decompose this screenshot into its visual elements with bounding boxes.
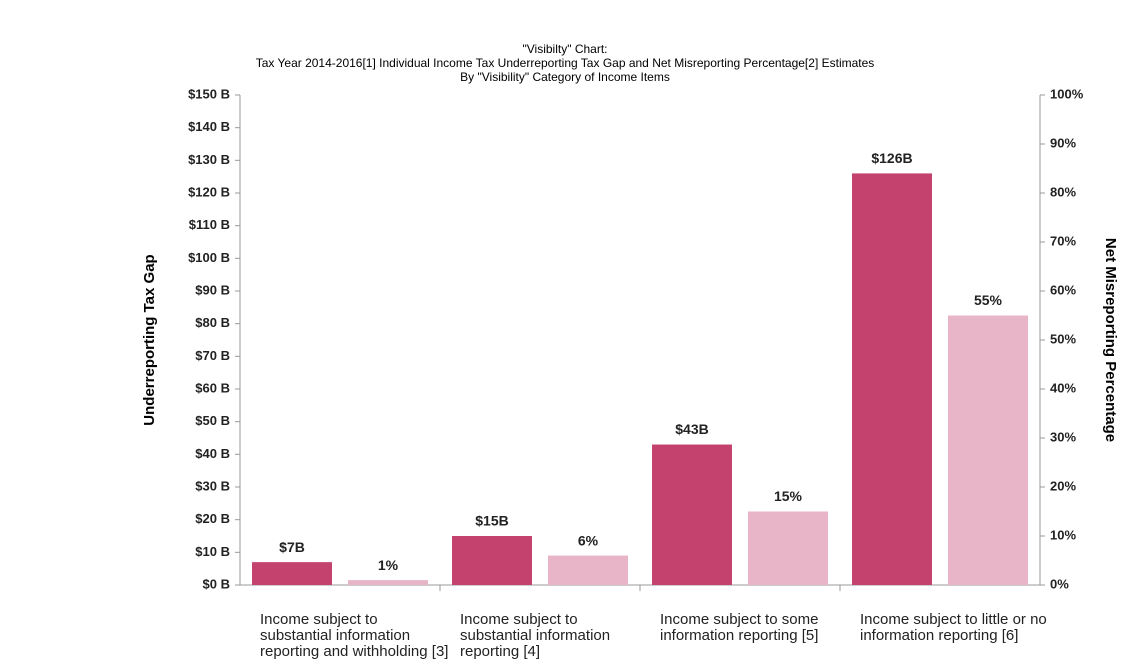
y-tick-label: $10 B	[195, 544, 230, 559]
y2-tick-label: 100%	[1050, 86, 1084, 101]
y2-tick-label: 90%	[1050, 135, 1076, 150]
bar	[252, 562, 332, 585]
y2-tick-label: 80%	[1050, 184, 1076, 199]
y-tick-label: $150 B	[188, 86, 230, 101]
y-axis-title: Underreporting Tax Gap	[141, 254, 158, 425]
y-tick-label: $120 B	[188, 184, 230, 199]
chart-subtitle: By "Visibility" Category of Income Items	[460, 70, 670, 84]
y-tick-label: $90 B	[195, 282, 230, 297]
data-label: $126B	[871, 150, 912, 166]
y-tick-label: $30 B	[195, 478, 230, 493]
y-tick-label: $60 B	[195, 380, 230, 395]
y-tick-label: $40 B	[195, 446, 230, 461]
x-tick-label: Income subject to substantial informatio…	[460, 611, 611, 660]
y-tick-label: $110 B	[189, 217, 230, 232]
x-tick-label: Income subject to some information repor…	[660, 611, 819, 644]
y-tick-label: $70 B	[195, 348, 230, 363]
data-label: 1%	[378, 557, 399, 573]
x-tick-label: Income subject to little or no informati…	[860, 611, 1047, 644]
y2-tick-label: 70%	[1050, 233, 1076, 248]
data-label: 15%	[774, 488, 803, 504]
y-tick-label: $0 B	[203, 576, 230, 591]
bar	[452, 536, 532, 585]
data-label: $15B	[475, 513, 508, 529]
y-tick-label: $50 B	[195, 413, 230, 428]
bar	[948, 315, 1028, 585]
bar	[852, 173, 932, 585]
chart-title: "Visibilty" Chart:	[523, 42, 608, 56]
data-label: $43B	[675, 421, 708, 437]
y-tick-label: $140 B	[188, 119, 230, 134]
y2-tick-label: 20%	[1050, 478, 1076, 493]
chart-subtitle: Tax Year 2014-2016[1] Individual Income …	[256, 56, 875, 70]
data-label: $7B	[279, 539, 305, 555]
data-label: 6%	[578, 532, 599, 548]
y-tick-label: $80 B	[195, 315, 230, 330]
bar	[548, 555, 628, 585]
data-label: 55%	[974, 292, 1003, 308]
bar	[348, 580, 428, 585]
x-tick-label: Income subject to substantial informatio…	[260, 611, 449, 660]
y2-tick-label: 30%	[1050, 429, 1076, 444]
y-tick-label: $20 B	[195, 511, 230, 526]
bar	[748, 511, 828, 585]
y2-axis-title: Net Misreporting Percentage	[1102, 238, 1119, 442]
y2-tick-label: 60%	[1050, 282, 1076, 297]
y2-tick-label: 10%	[1050, 527, 1076, 542]
y-tick-label: $100 B	[188, 250, 230, 265]
y2-tick-label: 50%	[1050, 331, 1076, 346]
y-tick-label: $130 B	[188, 152, 230, 167]
y2-tick-label: 40%	[1050, 380, 1076, 395]
bar	[652, 444, 732, 585]
y2-tick-label: 0%	[1050, 576, 1069, 591]
